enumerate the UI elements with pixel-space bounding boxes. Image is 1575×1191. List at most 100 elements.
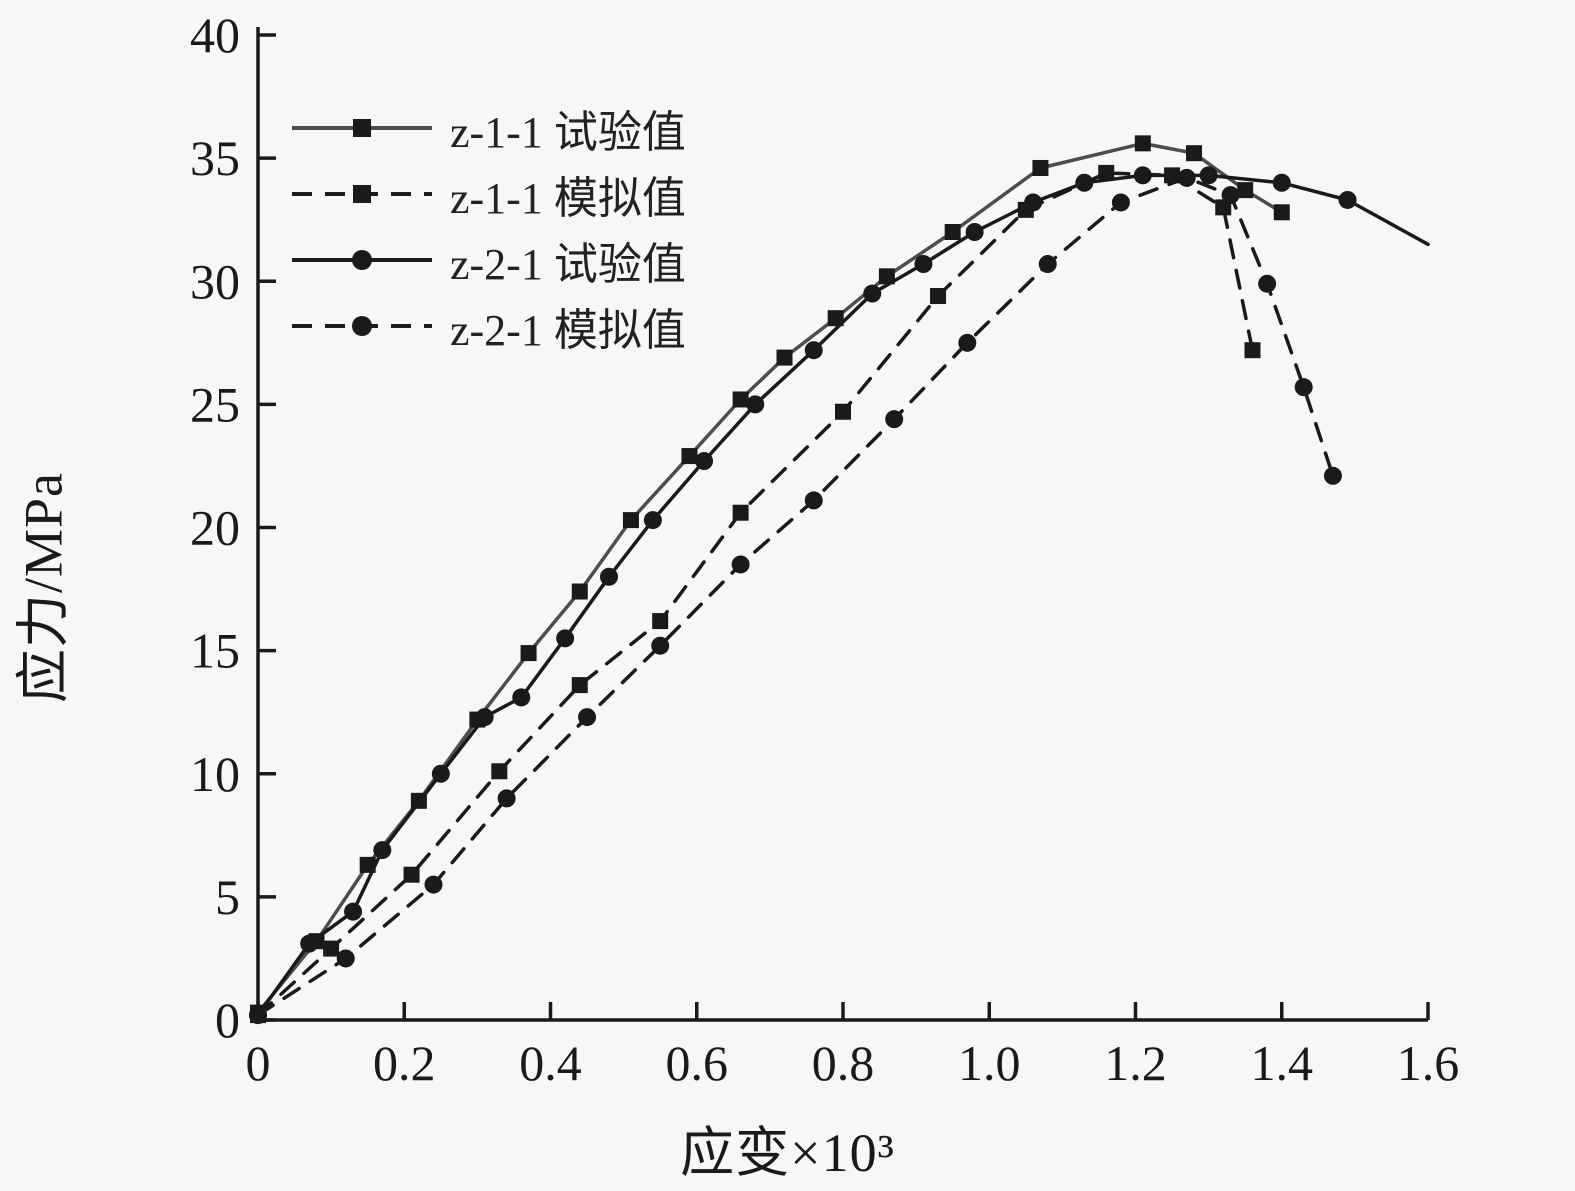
y-tick-label: 15 (190, 623, 240, 679)
x-tick-label: 1.0 (958, 1035, 1021, 1091)
marker-circle (958, 333, 977, 352)
y-tick-label: 10 (190, 746, 240, 802)
marker-square (1237, 182, 1254, 199)
marker-square (732, 391, 749, 408)
legend-item-z11-sim: z-1-1 模拟值 (292, 168, 686, 223)
marker-circle (1199, 166, 1218, 185)
marker-square (622, 512, 639, 529)
legend-sample-dashed-circle (292, 316, 432, 336)
marker-circle (344, 902, 363, 921)
legend-label: z-1-1 试验值 (450, 108, 686, 157)
y-tick-label: 40 (190, 7, 240, 63)
marker-circle (497, 789, 516, 808)
legend-sample-solid-circle (292, 250, 432, 270)
marker-circle (336, 949, 355, 968)
marker-circle (1024, 193, 1043, 212)
y-tick-label: 20 (190, 500, 240, 556)
x-tick-label: 1.6 (1397, 1035, 1460, 1091)
y-tick-label: 35 (190, 130, 240, 186)
y-tick-label: 5 (215, 869, 240, 925)
y-tick-label: 30 (190, 253, 240, 309)
x-tick-label: 0.6 (666, 1035, 729, 1091)
marker-circle (431, 764, 450, 783)
marker-circle (578, 708, 597, 727)
marker-square (930, 288, 947, 305)
x-tick-label: 0 (246, 1035, 271, 1091)
marker-circle (1323, 466, 1342, 485)
marker-circle (1133, 166, 1152, 185)
marker-circle (1258, 274, 1277, 293)
legend-label: z-2-1 试验值 (450, 240, 686, 289)
marker-square (944, 224, 961, 240)
marker-circle (1075, 173, 1094, 192)
y-axis-label: 应力/MPa (13, 471, 74, 704)
series-3 (249, 168, 1342, 1025)
marker-circle (731, 555, 750, 574)
marker-square (571, 677, 588, 694)
marker-square (835, 403, 851, 420)
x-tick-label: 1.2 (1104, 1035, 1167, 1091)
x-tick-label: 0.8 (812, 1035, 875, 1091)
x-axis-ticks: 0 0.2 0.4 0.6 0.8 1.0 1.2 1.4 1.6 (246, 1002, 1460, 1091)
x-axis-label: 应变×10³ (680, 1123, 895, 1183)
x-tick-label: 1.4 (1251, 1035, 1314, 1091)
marker-square (571, 583, 588, 600)
legend-sample-solid-square (292, 119, 432, 137)
marker-square (776, 349, 793, 366)
chart-legend: z-1-1 试验值 z-1-1 模拟值 z-2-1 试验值 z-2-1 模拟值 (292, 102, 686, 355)
marker-square (491, 763, 508, 780)
marker-circle (1177, 168, 1196, 187)
marker-square (1134, 135, 1151, 152)
marker-circle (1111, 193, 1130, 212)
marker-circle (651, 636, 670, 655)
marker-square (878, 268, 895, 285)
marker-square (1244, 342, 1261, 359)
marker-circle (965, 223, 984, 241)
series-2 (249, 166, 1430, 1025)
marker-square (520, 645, 537, 662)
marker-circle (1294, 378, 1313, 397)
y-tick-label: 25 (190, 376, 240, 432)
marker-circle (695, 452, 714, 471)
marker-circle (804, 341, 823, 360)
legend-label: z-2-1 模拟值 (450, 306, 686, 355)
y-axis-ticks: 0 5 10 15 20 25 30 35 40 (190, 7, 276, 1048)
x-tick-label: 0.2 (373, 1035, 436, 1091)
marker-circle (300, 934, 319, 953)
legend-item-z21-exp: z-2-1 试验值 (292, 234, 686, 289)
marker-square (1032, 159, 1049, 176)
marker-square (323, 940, 340, 957)
marker-circle (885, 410, 904, 429)
marker-square (403, 866, 420, 883)
marker-square (681, 448, 698, 465)
marker-circle (643, 511, 662, 530)
legend-sample-dashed-square (292, 185, 432, 203)
marker-square (652, 613, 669, 630)
x-tick-label: 0.4 (519, 1035, 582, 1091)
marker-square (732, 504, 749, 521)
marker-circle (746, 395, 765, 414)
marker-circle (1272, 173, 1291, 192)
marker-circle (512, 688, 531, 707)
legend-label: z-1-1 模拟值 (450, 174, 686, 223)
marker-circle (475, 708, 494, 727)
marker-square (1273, 204, 1290, 221)
marker-circle (1338, 190, 1357, 209)
legend-item-z11-exp: z-1-1 试验值 (292, 102, 686, 157)
marker-circle (1038, 255, 1057, 274)
y-tick-label: 0 (215, 992, 240, 1048)
marker-circle (373, 841, 392, 860)
marker-circle (600, 567, 618, 586)
marker-circle (804, 491, 823, 510)
marker-circle (914, 255, 933, 274)
marker-square (1098, 164, 1115, 181)
marker-circle (249, 1006, 267, 1025)
marker-circle (1221, 186, 1240, 205)
marker-circle (863, 284, 882, 303)
marker-circle (556, 629, 575, 648)
marker-square (1186, 145, 1202, 162)
marker-square (827, 310, 844, 327)
marker-circle (424, 875, 443, 894)
